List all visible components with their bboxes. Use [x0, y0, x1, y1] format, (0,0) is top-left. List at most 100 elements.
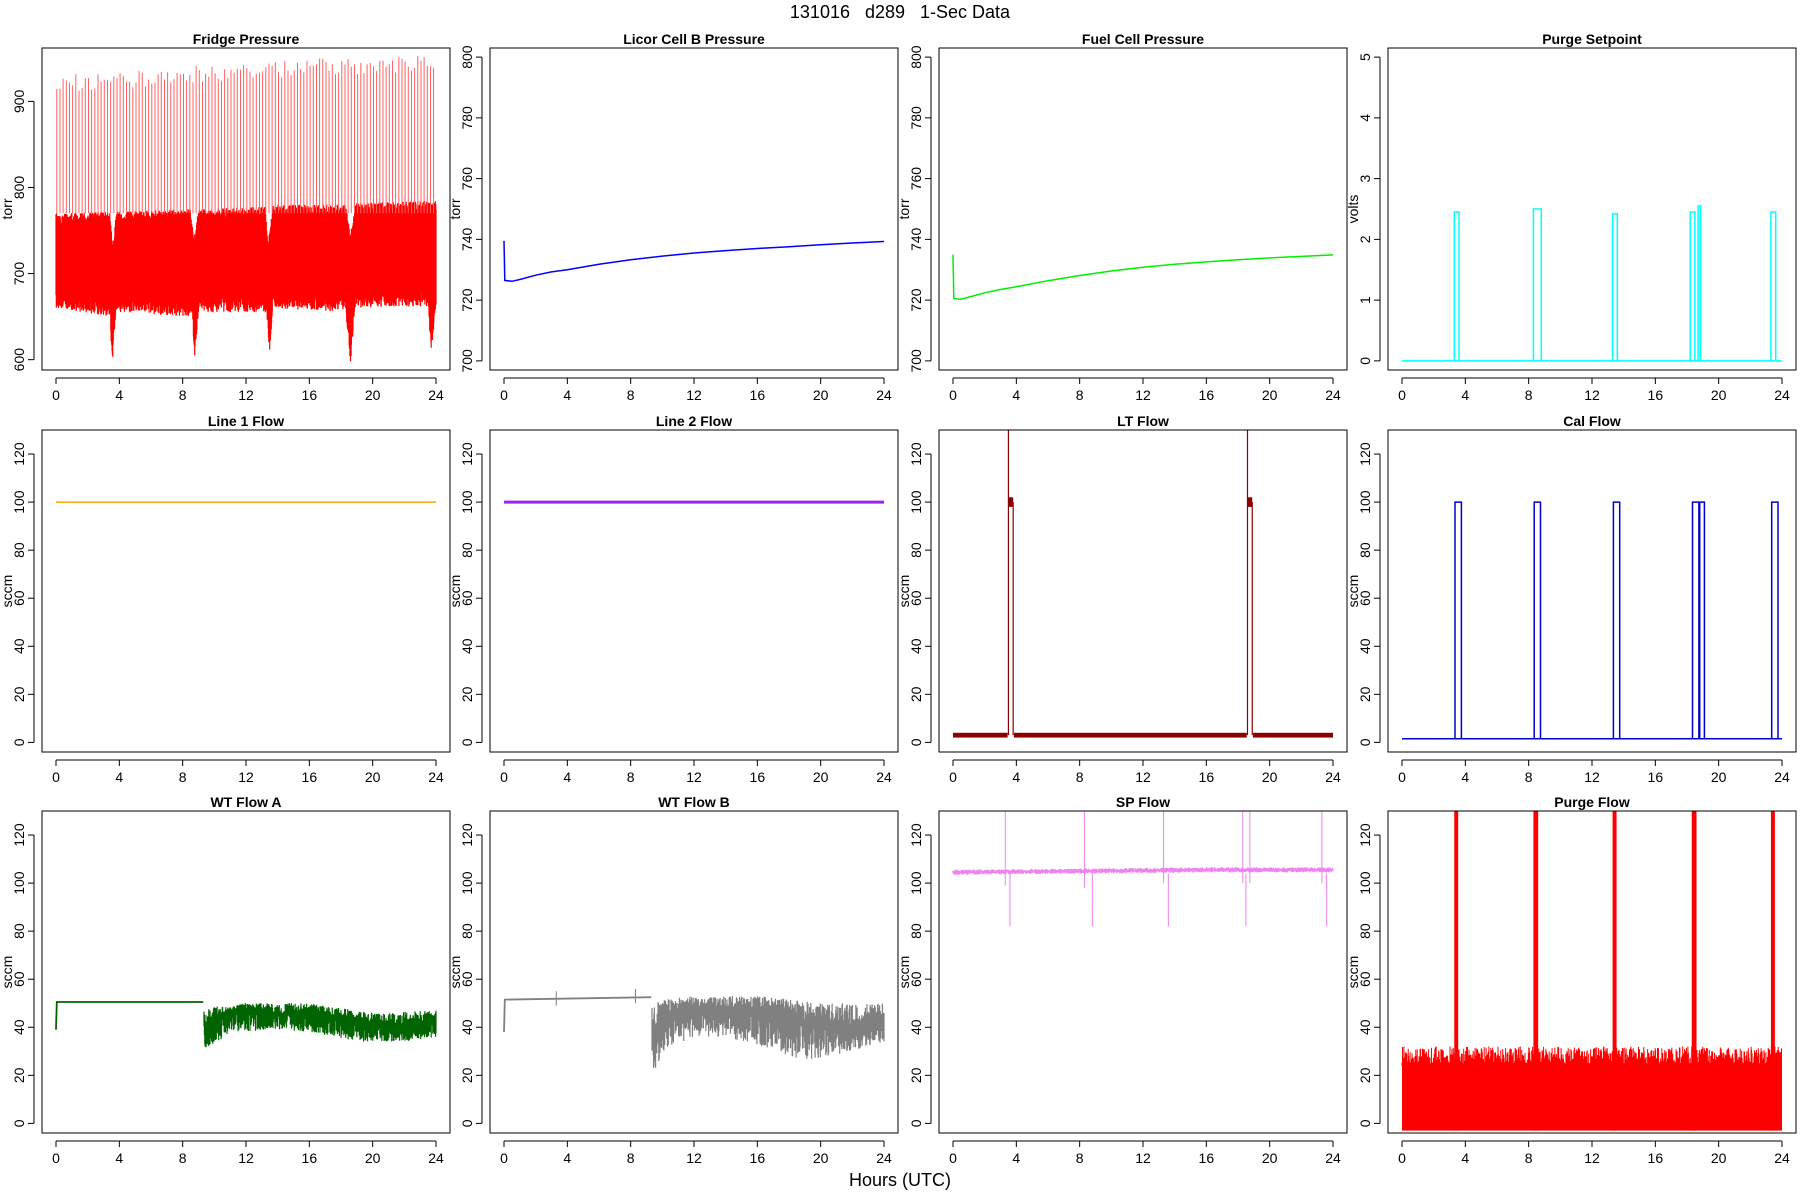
y-tick-label: 120	[908, 442, 924, 466]
x-tick-label: 16	[750, 1150, 766, 1166]
x-tick-label: 16	[302, 387, 318, 403]
y-tick-label: 100	[1357, 490, 1373, 514]
chart-svg: LT Flow sccm 0 4 8 12 16 20 24 0 20 40 60 80 100 120	[896, 413, 1348, 785]
y-tick-label: 120	[459, 823, 475, 847]
y-tick-label: 1	[1357, 296, 1373, 304]
y-tick-label: 720	[459, 288, 475, 312]
x-tick-label: 12	[1135, 769, 1151, 785]
plot-frame	[489, 810, 899, 1134]
pulse-mark	[1611, 213, 1619, 361]
y-tick-label: 100	[11, 871, 27, 895]
y-tick-label: 3	[1357, 175, 1373, 183]
y-tick-label: 0	[459, 1119, 475, 1127]
y-axis-label: sccm	[896, 956, 912, 989]
y-tick-label: 60	[1357, 590, 1373, 606]
flow-band	[1253, 732, 1333, 738]
chart-panel: Licor Cell B Pressure torr 0 4 8 12 16 20 24 700 7…	[447, 28, 906, 420]
x-tick-label: 20	[813, 387, 829, 403]
x-tick-label: 0	[52, 1150, 60, 1166]
y-tick-label: 800	[459, 45, 475, 69]
chart-title: Purge Setpoint	[1542, 31, 1642, 47]
x-tick-label: 4	[563, 387, 571, 403]
x-tick-label: 8	[179, 1150, 187, 1166]
y-axis-label: torr	[447, 198, 463, 219]
chart-title: Cal Flow	[1563, 413, 1621, 429]
pulse-block	[1612, 811, 1617, 1131]
y-tick-label: 100	[11, 490, 27, 514]
pulse-mark	[1612, 501, 1621, 739]
x-tick-label: 4	[115, 1150, 123, 1166]
x-tick-label: 20	[365, 1150, 381, 1166]
plot-area	[1402, 501, 1782, 740]
y-tick-label: 60	[11, 971, 27, 987]
series-line	[952, 254, 1334, 300]
x-axis-label: Hours (UTC)	[849, 1170, 951, 1190]
chart-title: Fridge Pressure	[193, 31, 300, 47]
x-tick-label: 24	[428, 387, 444, 403]
chart-title: WT Flow A	[210, 794, 281, 810]
x-tick-label: 12	[1135, 387, 1151, 403]
x-tick-label: 24	[1774, 1150, 1790, 1166]
x-tick-label: 24	[876, 1150, 892, 1166]
noisy-flow	[203, 1003, 437, 1048]
y-tick-label: 0	[908, 1119, 924, 1127]
y-tick-label: 700	[11, 262, 27, 286]
chart-panel: Purge Setpoint volts 0 4 8 12 16 20 24 0 1 2 3 4 5	[1345, 28, 1800, 420]
pulse-block	[1008, 497, 1014, 507]
y-tick-label: 20	[11, 1067, 27, 1083]
pulse-mark	[1697, 205, 1702, 361]
y-tick-label: 760	[459, 167, 475, 191]
x-tick-label: 20	[1711, 1150, 1727, 1166]
x-tick-label: 12	[1584, 387, 1600, 403]
y-tick-label: 720	[908, 288, 924, 312]
y-tick-label: 80	[11, 923, 27, 939]
y-tick-label: 80	[459, 923, 475, 939]
x-tick-label: 12	[238, 769, 254, 785]
series-line	[55, 1001, 204, 1030]
figure-title: 131016 d289 1-Sec Data	[789, 2, 1011, 22]
x-tick-label: 24	[428, 769, 444, 785]
chart-title: Licor Cell B Pressure	[623, 31, 765, 47]
flow-band	[953, 732, 1008, 738]
chart-title: Line 1 Flow	[208, 413, 284, 429]
x-tick-label: 8	[1525, 1150, 1533, 1166]
x-tick-label: 20	[365, 769, 381, 785]
y-axis-label: sccm	[1345, 956, 1361, 989]
x-tick-label: 12	[686, 387, 702, 403]
y-tick-label: 780	[908, 106, 924, 130]
y-tick-label: 120	[1357, 442, 1373, 466]
y-axis-label: torr	[896, 198, 912, 219]
y-tick-label: 60	[908, 590, 924, 606]
x-tick-label: 8	[627, 769, 635, 785]
pressure-band	[55, 201, 437, 362]
y-tick-label: 780	[459, 106, 475, 130]
y-tick-label: 740	[459, 227, 475, 251]
pulse-mark	[1532, 208, 1543, 361]
y-tick-label: 760	[908, 167, 924, 191]
x-tick-label: 4	[1461, 1150, 1469, 1166]
x-tick-label: 24	[876, 387, 892, 403]
chart-title: Line 2 Flow	[656, 413, 732, 429]
y-tick-label: 80	[908, 542, 924, 558]
chart-title: LT Flow	[1117, 413, 1169, 429]
chart-svg: Cal Flow sccm 0 4 8 12 16 20 24 0 20 40 60 80 100 120	[1345, 413, 1797, 785]
y-tick-label: 120	[1357, 823, 1373, 847]
chart-panel: WT Flow A sccm 0 4 8 12 16 20 24 0 20 40 60 80 100 120	[0, 791, 458, 1183]
y-tick-label: 80	[908, 923, 924, 939]
x-tick-label: 16	[1199, 769, 1215, 785]
y-axis-label: sccm	[447, 575, 463, 608]
x-tick-label: 12	[238, 387, 254, 403]
x-tick-label: 12	[1584, 1150, 1600, 1166]
y-tick-label: 40	[1357, 638, 1373, 654]
x-tick-label: 0	[500, 387, 508, 403]
x-tick-label: 0	[500, 769, 508, 785]
y-tick-label: 0	[1357, 1119, 1373, 1127]
plot-frame	[489, 429, 899, 753]
plot-frame	[938, 47, 1348, 371]
y-tick-label: 100	[908, 490, 924, 514]
chart-panel: LT Flow sccm 0 4 8 12 16 20 24 0 20 40 60 80 100 120	[896, 410, 1355, 802]
chart-panel: Line 2 Flow sccm 0 4 8 12 16 20 24 0 20 40 60 80 100 12…	[447, 410, 906, 802]
x-tick-label: 24	[1774, 769, 1790, 785]
plot-frame	[1387, 810, 1797, 1134]
plot-frame	[1387, 429, 1797, 753]
